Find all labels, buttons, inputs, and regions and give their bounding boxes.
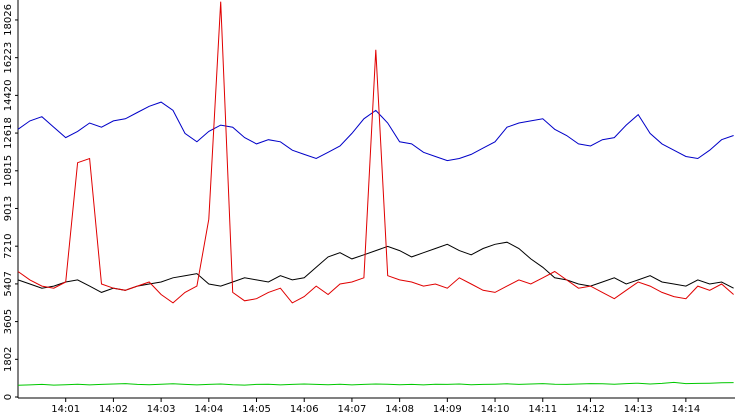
y-tick-label: 9013 (3, 196, 14, 221)
y-tick-label: 12618 (3, 117, 14, 149)
series-line (17, 1, 734, 304)
x-tick-label: 14:08 (385, 404, 414, 415)
x-tick-label: 14:04 (194, 404, 223, 415)
x-tick-label: 14:07 (338, 404, 367, 415)
x-tick-label: 14:13 (624, 404, 653, 415)
x-tick-label: 14:12 (576, 404, 605, 415)
x-tick-label: 14:03 (147, 404, 176, 415)
y-tick-label: 3605 (3, 309, 14, 334)
x-tick-label: 14:09 (433, 404, 462, 415)
x-tick-label: 14:06 (290, 404, 319, 415)
y-tick-label: 16223 (3, 42, 14, 74)
x-tick-label: 14:01 (51, 404, 80, 415)
y-tick-label: 1802 (3, 347, 14, 372)
series-line (17, 101, 734, 162)
x-tick-label: 14:14 (671, 404, 700, 415)
x-tick-label: 14:11 (528, 404, 557, 415)
y-tick-label: 5407 (3, 271, 14, 296)
x-tick-label: 14:10 (481, 404, 510, 415)
series-line (17, 381, 734, 386)
x-tick-label: 14:05 (242, 404, 271, 415)
y-tick-label: 0 (3, 394, 14, 400)
y-tick-label: 10815 (3, 155, 14, 187)
series-line (17, 241, 734, 293)
y-tick-label: 18026 (3, 4, 14, 36)
x-tick-label: 14:02 (99, 404, 128, 415)
y-tick-label: 14420 (3, 79, 14, 111)
y-tick-label: 7210 (3, 233, 14, 258)
